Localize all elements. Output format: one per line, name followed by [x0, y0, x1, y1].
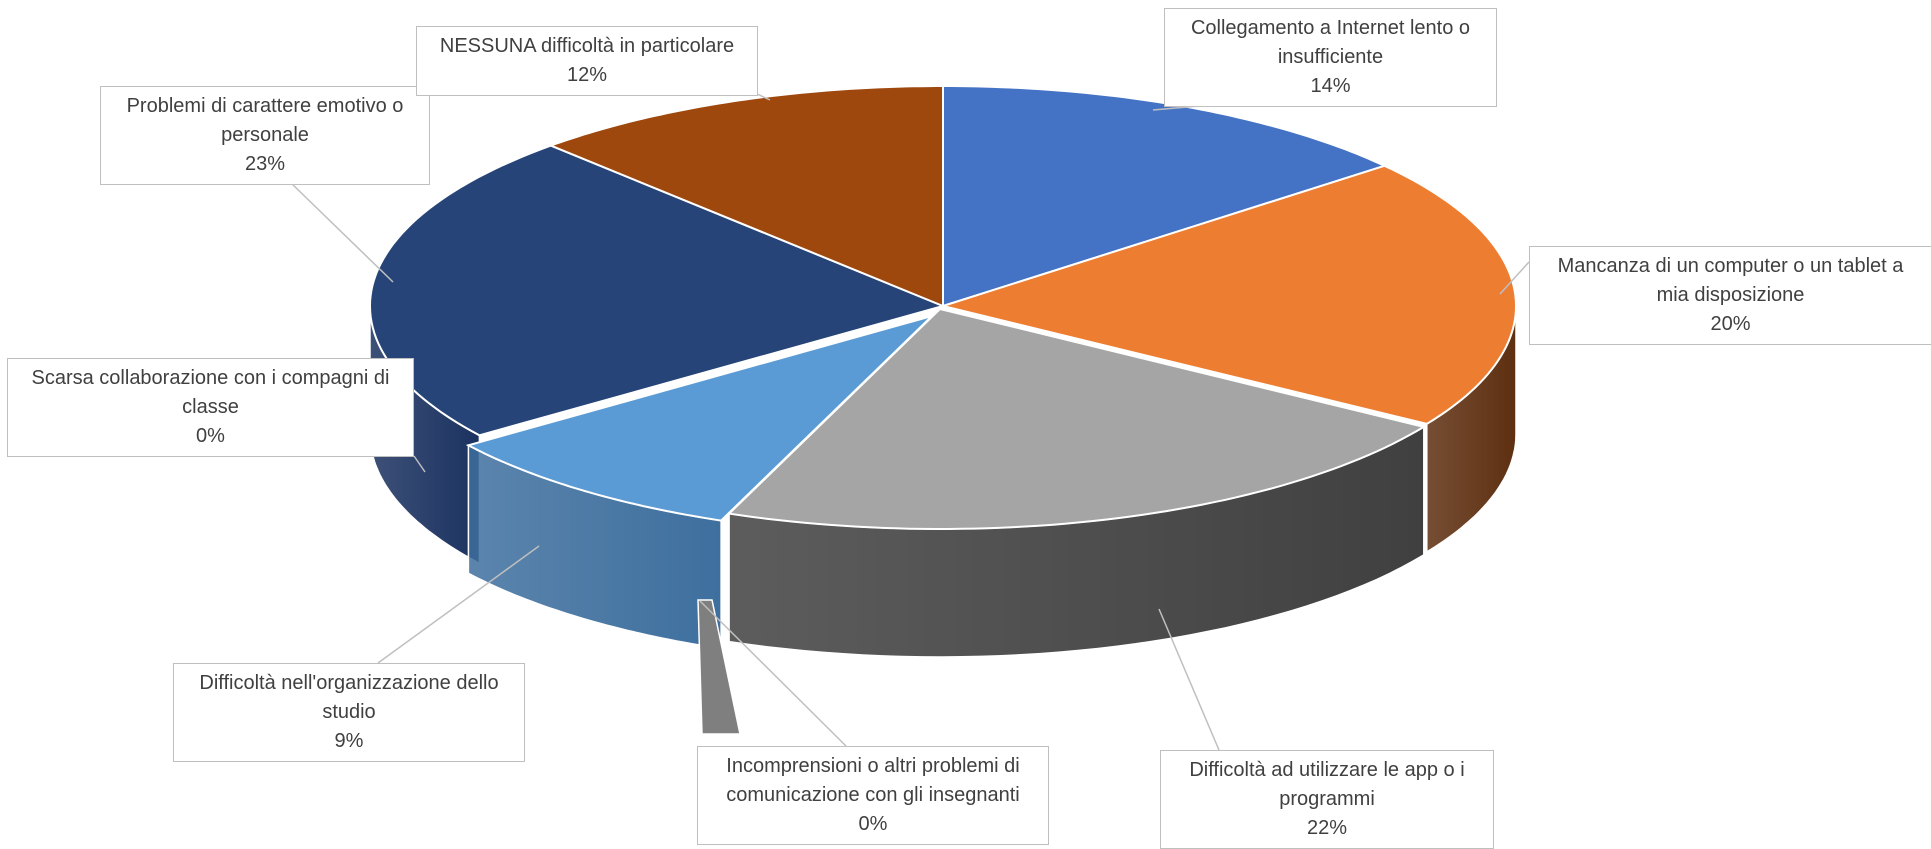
data-label-value: 20% [1710, 313, 1751, 335]
leader-line [413, 455, 426, 473]
pie-top-faces [368, 85, 1518, 530]
data-label: NESSUNA difficoltà in particolare 12% [416, 26, 758, 96]
leader-line [1499, 261, 1530, 295]
data-label-value: 14% [1310, 75, 1351, 97]
data-label: Scarsa collaborazione con i compagni di c… [7, 358, 414, 457]
data-label-text: programmi [1279, 788, 1375, 810]
data-label: Difficoltà nell'organizzazione dello stud… [173, 663, 525, 762]
data-label-value: 0% [858, 813, 888, 835]
pie-side-3 [697, 599, 741, 735]
data-label-text: Incomprensioni o altri problemi di [726, 755, 1020, 777]
data-label-text: mia disposizione [1656, 284, 1805, 306]
data-label: Difficoltà ad utilizzare le app o i progr… [1160, 750, 1494, 849]
leader-line [699, 600, 847, 747]
pie-slice-4 [465, 315, 933, 522]
pie-side-walls [369, 305, 1517, 735]
data-label-text: Collegamento a Internet lento o [1190, 17, 1471, 39]
data-label-text: NESSUNA difficoltà in particolare [439, 35, 735, 57]
data-label-text: Scarsa collaborazione con i compagni di [31, 367, 390, 389]
data-label-value: 23% [244, 153, 286, 175]
leader-line [377, 545, 540, 664]
data-label-text: personale [221, 124, 309, 146]
data-label-value: 0% [196, 425, 225, 447]
data-label: Incomprensioni o altri problemi di comuni… [697, 746, 1049, 845]
data-label-value: 12% [566, 64, 608, 86]
data-label: Collegamento a Internet lento o insuffici… [1164, 8, 1497, 107]
data-label-text: Difficoltà ad utilizzare le app o i [1189, 759, 1465, 781]
pie-slice-1 [939, 164, 1518, 425]
data-label-text: insufficiente [1277, 46, 1384, 68]
data-label-text: Problemi di carattere emotivo o [126, 95, 404, 117]
leader-lines [289, 92, 1530, 751]
pie-slice-6 [368, 144, 947, 437]
data-label-text: Mancanza di un computer o un tablet a [1557, 255, 1904, 277]
data-label-text: comunicazione con gli insegnanti [726, 784, 1020, 806]
data-label-value: 9% [334, 730, 364, 752]
data-label-value: 22% [1306, 817, 1348, 839]
leader-line [289, 181, 394, 283]
pie-slice-2 [726, 307, 1427, 530]
data-label: Problemi di carattere emotivo o personale… [100, 86, 430, 185]
data-label-text: classe [182, 396, 239, 418]
leader-line [1158, 608, 1220, 751]
data-label-text: Difficoltà nell'organizzazione dello [199, 672, 499, 694]
data-label: Mancanza di un computer o un tablet a mia… [1529, 246, 1931, 345]
pie-slice-7 [548, 85, 944, 308]
data-label-text: studio [322, 701, 376, 723]
